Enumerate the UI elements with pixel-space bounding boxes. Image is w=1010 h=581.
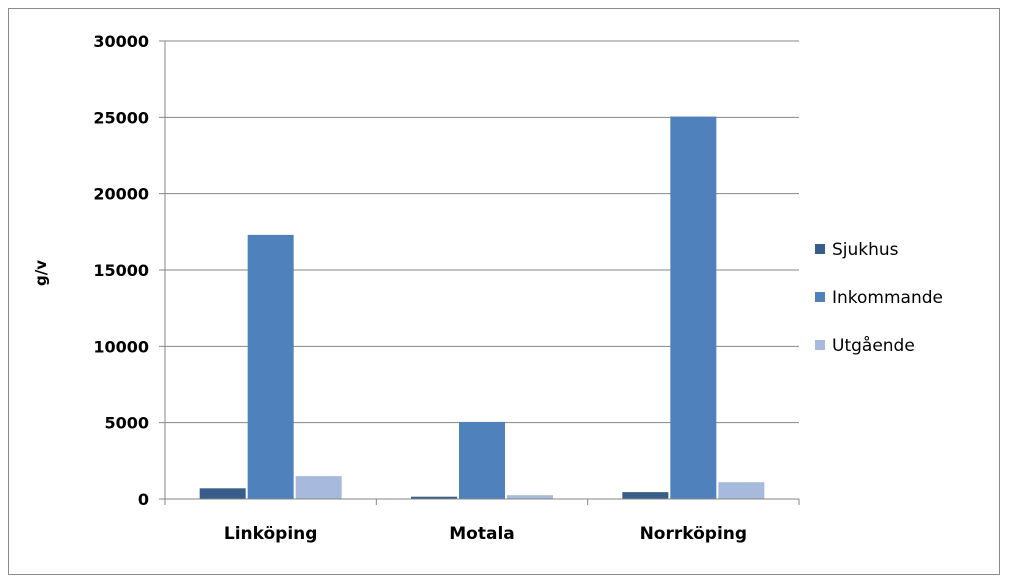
y-tick-label: 5000 [104, 414, 149, 433]
legend-swatch [815, 292, 825, 302]
bar-sjukhus [411, 496, 457, 499]
bar-inkommande [670, 116, 717, 499]
legend-label: Inkommande [832, 288, 943, 308]
x-axis [164, 41, 800, 505]
y-axis-ticks: 0 5000 10000 15000 20000 25000 30000 [93, 32, 165, 509]
bar-inkommande [247, 234, 294, 500]
legend-swatch [815, 244, 825, 254]
bars [199, 116, 765, 500]
y-axis-label: g/v [32, 260, 50, 286]
y-tick-label: 25000 [93, 108, 149, 127]
bar-inkommande [459, 421, 505, 499]
bar-utgående [295, 476, 342, 499]
legend-label: Sjukhus [832, 240, 899, 260]
x-axis-labels: Linköping Motala Norrköping [224, 524, 747, 544]
y-tick-label: 10000 [93, 337, 149, 356]
bar-chart: 0 5000 10000 15000 20000 25000 30000 Linköping… [32, 32, 943, 544]
x-tick-label: Linköping [224, 524, 318, 544]
legend: Sjukhus Inkommande Utgående [815, 240, 943, 356]
bar-sjukhus [199, 488, 246, 499]
x-tick-label: Norrköping [640, 524, 747, 544]
legend-swatch [815, 340, 825, 350]
y-tick-label: 0 [138, 490, 149, 509]
bar-sjukhus [622, 492, 669, 499]
legend-label: Utgående [832, 335, 915, 356]
y-tick-label: 20000 [93, 185, 149, 204]
x-tick-label: Motala [449, 524, 515, 544]
y-tick-label: 30000 [93, 32, 149, 51]
y-tick-label: 15000 [93, 261, 149, 280]
bar-utgående [507, 495, 553, 499]
chart-frame: 0 5000 10000 15000 20000 25000 30000 Linköping… [8, 8, 1000, 575]
bar-utgående [718, 482, 765, 499]
